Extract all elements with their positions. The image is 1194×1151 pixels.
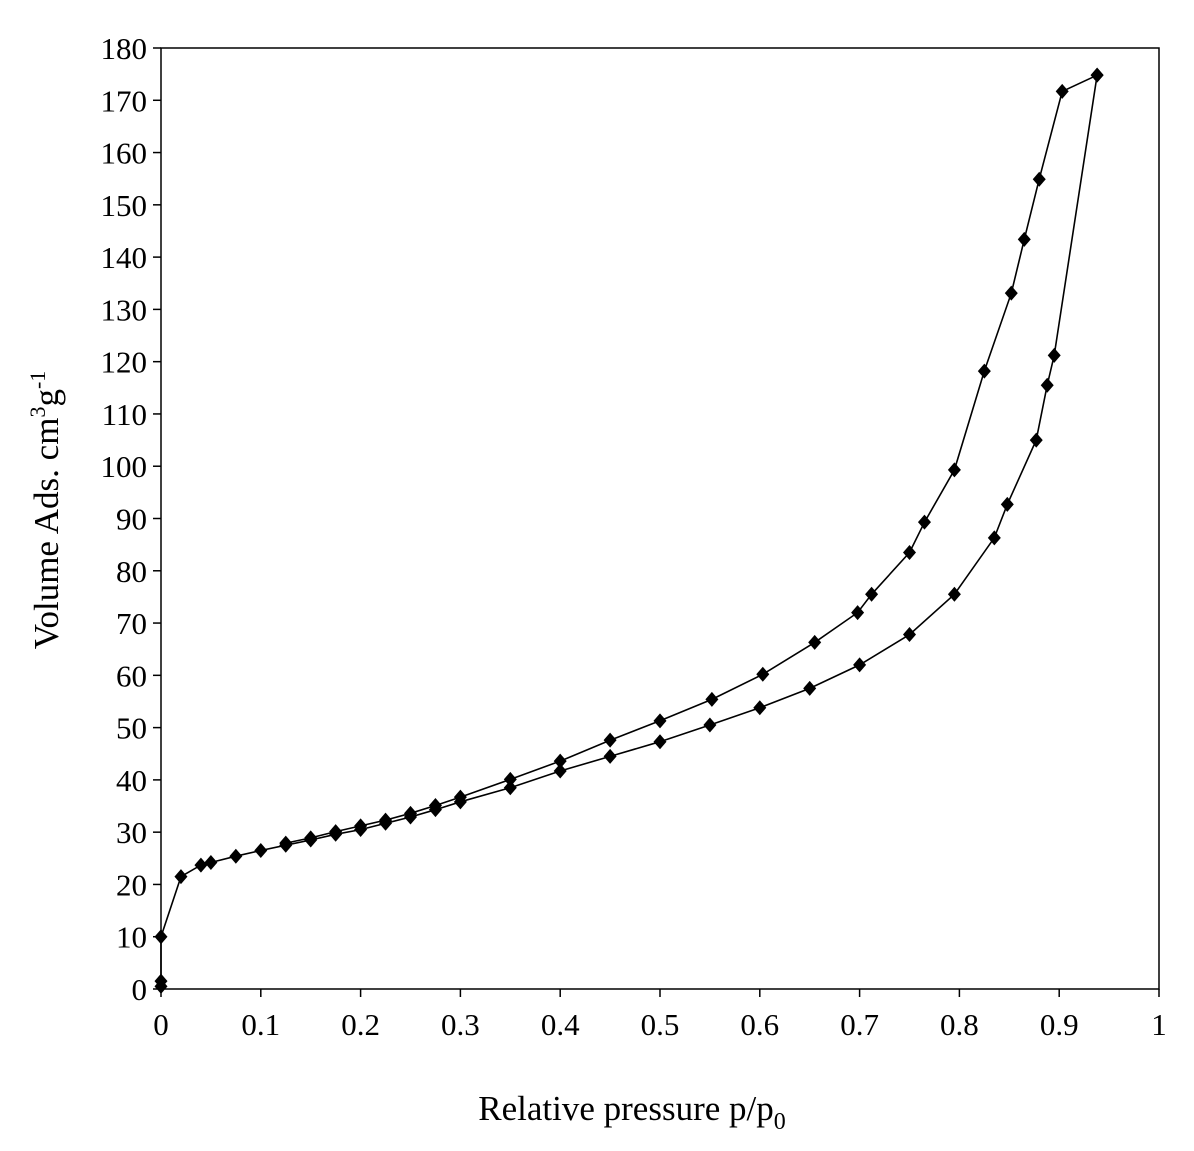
y-tick-label: 170 — [101, 83, 148, 118]
y-tick-label: 160 — [101, 136, 148, 171]
data-point-marker — [329, 824, 343, 840]
data-point-marker — [1040, 377, 1054, 393]
data-point-marker — [753, 700, 767, 716]
data-point-marker — [653, 713, 667, 729]
y-tick-label: 20 — [116, 867, 147, 902]
data-point-marker — [987, 530, 1001, 546]
data-point-marker — [803, 680, 817, 696]
data-point-marker — [705, 691, 719, 707]
data-point-marker — [254, 842, 268, 858]
data-point-marker — [154, 973, 168, 989]
data-point-marker — [808, 634, 822, 650]
data-point-marker — [304, 830, 318, 846]
y-axis: 0 10 20 30 40 50 60 70 80 90 100 110 120 130 140 150 160… — [101, 31, 161, 1007]
x-tick-label: 0.4 — [541, 1007, 580, 1042]
data-point-marker — [553, 753, 567, 769]
y-tick-label: 180 — [101, 31, 148, 66]
x-tick-label: 0.9 — [1040, 1007, 1079, 1042]
series-line-2 — [285, 74, 1098, 844]
data-point-marker — [174, 869, 188, 885]
data-point-marker — [653, 734, 667, 750]
y-tick-label: 60 — [116, 658, 147, 693]
data-point-marker — [1055, 83, 1069, 99]
data-point-marker — [947, 462, 961, 478]
data-point-marker — [453, 789, 467, 805]
data-point-marker — [553, 763, 567, 779]
data-point-marker — [1004, 285, 1018, 301]
x-tick-label: 0.6 — [740, 1007, 779, 1042]
data-point-marker — [1017, 231, 1031, 247]
data-point-marker — [194, 857, 208, 873]
data-point-marker — [603, 748, 617, 764]
x-tick-label: 0.8 — [940, 1007, 979, 1042]
data-point-marker — [404, 805, 417, 821]
plot-area — [160, 47, 1160, 990]
x-tick-label: 0.5 — [641, 1007, 680, 1042]
series-lines — [160, 74, 1098, 987]
data-point-marker — [1029, 432, 1043, 448]
data-point-marker — [1032, 171, 1046, 187]
data-point-marker — [603, 732, 617, 748]
data-point-marker — [279, 835, 293, 851]
data-point-marker — [428, 798, 442, 814]
data-point-marker — [865, 586, 879, 602]
data-point-marker — [204, 854, 218, 870]
y-tick-label: 90 — [116, 502, 147, 537]
data-point-marker — [1047, 347, 1061, 363]
data-point-marker — [229, 848, 243, 864]
x-tick-label: 1 — [1151, 1007, 1167, 1042]
series-line-1 — [160, 75, 1098, 987]
y-tick-label: 0 — [132, 972, 148, 1007]
x-tick-label: 0.7 — [840, 1007, 879, 1042]
x-axis-title: Relative pressure p/p0 — [478, 1089, 785, 1135]
data-point-marker — [379, 812, 393, 828]
data-point-marker — [947, 586, 961, 602]
x-tick-label: 0.2 — [341, 1007, 380, 1042]
y-tick-label: 150 — [101, 188, 148, 223]
y-tick-label: 70 — [116, 606, 147, 641]
data-point-marker — [853, 657, 867, 673]
series-markers — [154, 67, 1104, 994]
y-tick-label: 40 — [116, 763, 147, 798]
x-tick-label: 0 — [153, 1007, 169, 1042]
y-tick-label: 140 — [101, 240, 148, 275]
data-point-marker — [903, 627, 916, 643]
data-point-marker — [851, 605, 865, 621]
data-point-marker — [1090, 67, 1104, 83]
x-tick-label: 0.3 — [441, 1007, 480, 1042]
data-point-marker — [354, 818, 368, 834]
data-point-marker — [756, 666, 770, 682]
data-point-marker — [917, 514, 931, 530]
y-tick-label: 130 — [101, 292, 148, 327]
y-tick-label: 10 — [116, 920, 147, 955]
data-point-marker — [977, 363, 991, 379]
y-axis-title: Volume Ads. cm3g-1 — [25, 371, 66, 650]
y-tick-label: 50 — [116, 711, 147, 746]
x-axis: 0 0.1 0.2 0.3 0.4 0.5 0.6 0.7 0.8 0.9 1 — [153, 989, 1167, 1042]
y-tick-label: 110 — [102, 397, 147, 432]
y-tick-label: 120 — [101, 345, 148, 380]
data-point-marker — [703, 717, 717, 733]
data-point-marker — [154, 929, 168, 945]
y-tick-label: 80 — [116, 554, 147, 589]
y-tick-label: 100 — [101, 449, 148, 484]
y-tick-label: 30 — [116, 815, 147, 850]
data-point-marker — [503, 771, 517, 787]
data-point-marker — [903, 544, 916, 560]
data-point-marker — [1000, 496, 1014, 512]
x-tick-label: 0.1 — [241, 1007, 280, 1042]
data-point-marker — [503, 780, 517, 796]
